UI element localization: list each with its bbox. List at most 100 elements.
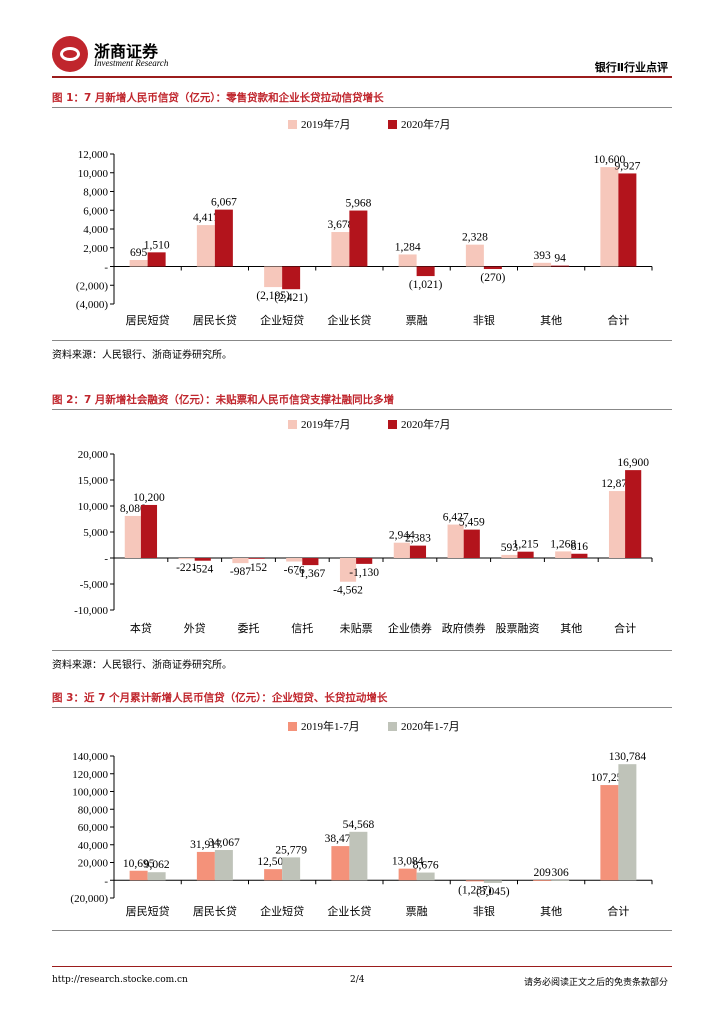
figure-1-chart: 2019年7月 2020年7月 12,000 10,000 8,000 6,000 4,00… (76, 117, 653, 327)
data-label-1: (3,045) (476, 886, 510, 898)
data-label-1: 1,510 (144, 239, 170, 251)
y-tick-label: 5,000 (83, 527, 108, 539)
legend-label-1: 2020年1-7月 (401, 719, 460, 733)
legend-label-1: 2020年7月 (401, 117, 451, 131)
figure-1-source: 资料来源：人民银行、浙商证券研究所。 (52, 350, 232, 361)
figure-1-bottom-rule (52, 340, 672, 341)
bar-0 (339, 558, 357, 582)
category-label: 非银 (473, 904, 495, 918)
y-tick-label: -5,000 (80, 579, 109, 591)
y-tick-label: 15,000 (78, 475, 109, 487)
data-label-0: 1,284 (395, 241, 421, 253)
data-label-1: (2,421) (274, 292, 308, 304)
data-label-0: 12,505 (257, 856, 289, 868)
figure-3-bottom-rule (52, 930, 672, 931)
bar-0 (286, 558, 303, 562)
data-label-1: 94 (554, 253, 566, 265)
data-label-0: 8,086 (120, 503, 146, 515)
data-label-0: 31,917 (190, 839, 222, 851)
data-label-1: 9,062 (144, 859, 170, 871)
figure-2-source: 资料来源：人民银行、浙商证券研究所。 (52, 660, 232, 671)
category-label: 居民长贷 (193, 313, 237, 327)
figure-2-bottom-rule (52, 650, 672, 651)
y-tick-label: 8,000 (83, 187, 108, 199)
data-label-1: (1,021) (409, 279, 443, 291)
y-tick-label: 100,000 (72, 787, 108, 799)
bar-0 (124, 515, 141, 558)
legend-swatch-0 (288, 722, 297, 731)
bar-1 (483, 266, 502, 270)
figure-2-top-rule (52, 409, 672, 410)
category-label: 未贴票 (340, 621, 373, 635)
data-label-0: -676 (284, 565, 305, 577)
data-label-1: 306 (552, 867, 570, 879)
legend-label-1: 2020年7月 (401, 417, 451, 431)
page-number: 2/4 (350, 975, 365, 985)
legend-label-0: 2019年1-7月 (301, 719, 360, 733)
data-label-1: 5,968 (345, 198, 371, 210)
data-label-1: 1,215 (513, 539, 539, 551)
y-tick-label: 10,000 (78, 501, 109, 513)
category-label: 企业短贷 (260, 313, 304, 327)
data-label-1: -524 (192, 564, 213, 576)
data-label-0: 13,084 (392, 856, 424, 868)
category-label: 合计 (607, 904, 629, 918)
y-tick-label: 20,000 (78, 858, 109, 870)
bar-0 (398, 868, 417, 881)
data-label-1: 6,067 (211, 197, 237, 209)
data-label-0: -221 (176, 562, 197, 574)
category-label: 其他 (560, 622, 582, 635)
bar-0 (178, 558, 195, 560)
y-tick-label: -10,000 (74, 605, 108, 617)
bar-0 (232, 558, 249, 564)
legend-swatch-1 (388, 722, 397, 731)
data-label-1: 34,067 (208, 837, 240, 849)
data-label-0: 38,478 (325, 833, 357, 845)
footer-rule (52, 966, 672, 967)
bar-1 (463, 529, 480, 558)
data-label-0: 10,695 (123, 858, 155, 870)
legend-swatch-1 (388, 120, 397, 129)
data-label-0: -4,562 (333, 585, 363, 597)
bar-0 (533, 880, 552, 881)
data-label-1: -1,130 (349, 567, 379, 579)
figure-3-chart: 2019年1-7月 2020年1-7月 140,000 120,000 100,000 8… (70, 719, 653, 918)
category-label: 政府债券 (442, 621, 486, 635)
y-tick-label: 10,000 (78, 168, 109, 180)
y-tick-label: 6,000 (83, 205, 108, 217)
figure-3-top-rule (52, 707, 672, 708)
data-label-1: 130,784 (609, 751, 647, 763)
category-label: 非银 (473, 313, 495, 327)
bar-0 (264, 869, 283, 881)
report-category: 银行Ⅱ行业点评 (594, 61, 668, 74)
data-label-1: 25,779 (275, 844, 307, 856)
bar-1 (571, 553, 588, 558)
data-label-1: 5,459 (459, 517, 485, 529)
legend-swatch-0 (288, 420, 297, 429)
figure-3-title: 图 3：近 7 个月累计新增人民币信贷（亿元）：企业短贷、长贷拉动增长 (52, 692, 388, 704)
bar-0 (264, 266, 283, 288)
y-tick-label: 20,000 (78, 449, 109, 461)
bar-1 (214, 850, 233, 881)
header-rule (52, 76, 672, 78)
y-tick-label: (4,000) (76, 299, 108, 311)
bar-0 (501, 554, 518, 558)
data-label-1: 9,927 (614, 160, 640, 172)
y-tick-label: 2,000 (83, 243, 108, 255)
data-label-0: (1,237) (458, 884, 492, 896)
bar-1 (416, 266, 435, 277)
category-label: 企业短贷 (260, 904, 304, 918)
category-label: 企业债券 (388, 621, 432, 635)
data-label-0: (2,195) (256, 290, 290, 302)
bar-0 (398, 254, 417, 267)
logo-subtext: Investment Research (94, 58, 169, 68)
bar-1 (551, 265, 570, 267)
data-label-0: 695 (130, 247, 148, 259)
figure-2-chart: 2019年7月 2020年7月 20,000 15,000 10,000 5,000 - -5… (74, 417, 653, 635)
logo: 浙商证券 Investment Research (52, 36, 168, 72)
footer-url-link[interactable]: http://research.stocke.com.cn (52, 975, 188, 985)
bar-1 (409, 545, 427, 558)
category-label: 企业长贷 (327, 904, 371, 918)
data-label-1: 8,676 (413, 860, 439, 872)
bar-1 (551, 879, 570, 881)
